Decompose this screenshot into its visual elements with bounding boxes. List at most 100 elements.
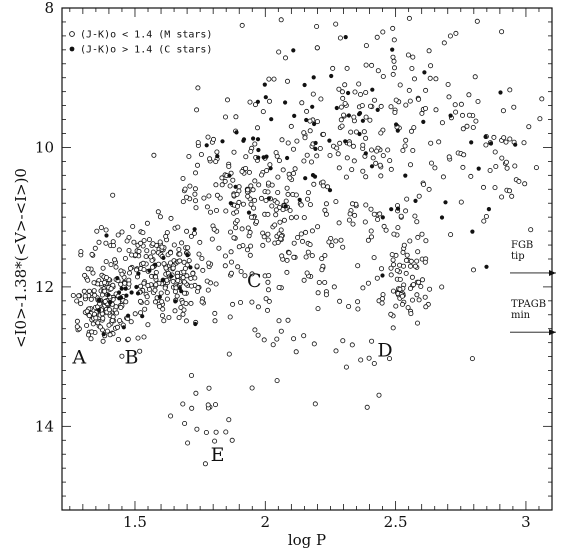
m-star-point	[98, 225, 104, 231]
m-star-point	[473, 118, 479, 124]
m-star-point	[182, 420, 188, 426]
m-star-point	[355, 306, 361, 312]
c-star-point	[147, 268, 152, 273]
m-star-point	[335, 151, 341, 157]
c-star-point	[97, 298, 102, 303]
m-star-point	[92, 245, 98, 251]
m-star-point	[312, 401, 318, 407]
m-star-point	[351, 158, 357, 164]
m-star-point	[370, 155, 376, 161]
m-star-point	[78, 301, 84, 307]
m-star-point	[407, 238, 413, 244]
m-star-point	[349, 167, 355, 173]
m-star-point	[258, 195, 264, 201]
m-star-point	[203, 429, 209, 435]
m-star-point	[464, 123, 470, 129]
sequence-label-c: C	[247, 270, 262, 292]
m-star-point	[414, 258, 420, 264]
m-star-point	[314, 153, 320, 159]
m-star-point	[388, 272, 394, 278]
m-star-point	[410, 54, 416, 60]
m-star-point	[195, 285, 201, 291]
m-star-point	[408, 311, 414, 317]
m-star-point	[188, 372, 194, 378]
data-points	[70, 15, 545, 467]
m-star-point	[311, 341, 317, 347]
m-star-point	[206, 385, 212, 391]
c-star-point	[188, 265, 193, 270]
x-axis-label: log P	[288, 531, 326, 549]
m-star-point	[399, 301, 405, 307]
c-star-point	[255, 99, 260, 104]
c-star-point	[115, 276, 120, 281]
m-star-point	[252, 197, 258, 203]
m-star-point	[350, 221, 356, 227]
m-star-point	[168, 215, 174, 221]
m-star-point	[115, 232, 121, 238]
c-star-point	[304, 117, 309, 123]
c-star-point	[256, 147, 261, 153]
c-star-point	[422, 70, 427, 75]
m-star-point	[369, 62, 375, 68]
y-tick-label: 10	[35, 138, 54, 156]
m-star-point	[422, 294, 428, 300]
m-star-point	[153, 282, 159, 288]
m-star-point	[199, 255, 205, 261]
m-star-point	[310, 91, 316, 97]
m-star-point	[279, 253, 285, 259]
m-star-point	[453, 30, 459, 36]
m-star-point	[164, 277, 170, 283]
m-star-point	[229, 437, 235, 443]
m-star-point	[157, 303, 163, 309]
x-tick-label: 3	[521, 513, 531, 531]
m-star-point	[373, 160, 379, 166]
m-star-point	[234, 203, 240, 209]
m-star-point	[303, 254, 309, 260]
m-star-point	[148, 254, 154, 260]
m-star-point	[492, 149, 498, 155]
c-star-point	[116, 290, 122, 295]
m-star-point	[170, 265, 176, 271]
m-star-point	[304, 108, 310, 114]
m-star-point	[150, 241, 156, 247]
m-star-point	[278, 328, 284, 334]
m-star-point	[200, 267, 206, 273]
m-star-point	[191, 230, 197, 236]
m-star-point	[340, 244, 346, 250]
m-star-point	[343, 364, 349, 370]
m-star-point	[252, 327, 258, 333]
m-star-point	[391, 262, 397, 268]
m-star-point	[252, 178, 258, 184]
c-star-point	[486, 207, 491, 212]
m-star-point	[266, 298, 272, 304]
m-star-point	[447, 33, 453, 39]
m-star-point	[260, 242, 266, 248]
m-star-point	[82, 272, 88, 278]
m-star-point	[316, 279, 322, 285]
m-star-point	[416, 297, 422, 303]
m-star-point	[122, 255, 128, 261]
m-star-point	[94, 228, 100, 234]
m-star-point	[403, 257, 409, 263]
m-star-point	[299, 238, 305, 244]
m-star-point	[249, 271, 255, 277]
c-star-point	[483, 134, 488, 139]
m-star-point	[278, 227, 284, 233]
m-star-point	[291, 240, 297, 246]
m-star-point	[325, 184, 331, 190]
m-star-point	[103, 259, 109, 265]
c-star-point	[375, 107, 380, 112]
m-star-point	[410, 282, 416, 288]
c-star-point	[360, 118, 365, 123]
m-star-point	[403, 137, 409, 143]
m-star-point	[195, 140, 201, 146]
c-star-point	[403, 173, 408, 178]
c-star-point	[266, 196, 271, 201]
m-star-point	[507, 136, 513, 142]
m-star-point	[414, 219, 420, 225]
c-star-point	[134, 284, 139, 290]
c-star-point	[334, 105, 339, 111]
m-star-point	[371, 255, 377, 261]
m-star-point	[348, 129, 354, 135]
m-star-point	[405, 305, 411, 311]
